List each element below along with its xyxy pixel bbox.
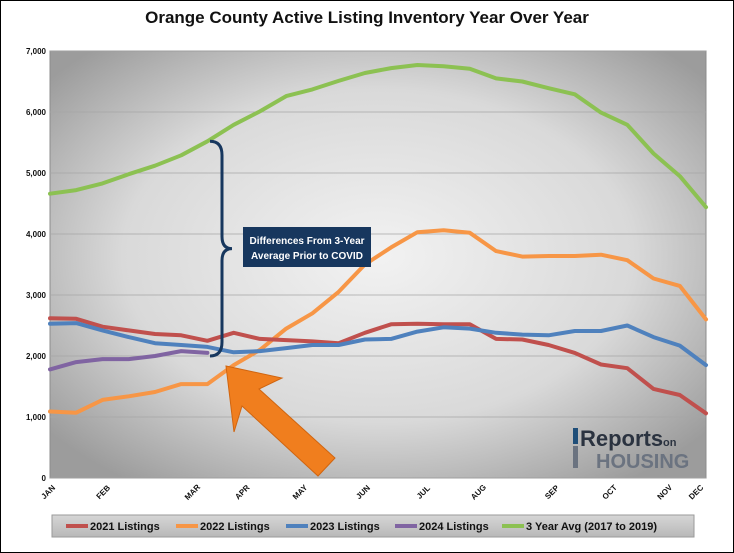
x-tick-label: SEP bbox=[543, 483, 561, 501]
x-tick-label: OCT bbox=[601, 483, 619, 501]
arrow-shape bbox=[225, 365, 336, 477]
legend-label-0: 2021 Listings bbox=[90, 521, 160, 533]
series-line-2 bbox=[48, 321, 708, 368]
x-tick-label: MAY bbox=[291, 483, 310, 502]
reports-on-housing-logo: Reports on HOUSING bbox=[573, 426, 689, 473]
series-line-0 bbox=[48, 316, 708, 416]
legend: 2021 Listings 2022 Listings 2023 Listings 2… bbox=[51, 514, 695, 538]
y-tick-label: 1,000 bbox=[26, 413, 47, 422]
series-line-1 bbox=[48, 228, 708, 415]
legend-label-3: 2024 Listings bbox=[419, 521, 489, 533]
y-tick-label: 3,000 bbox=[26, 291, 47, 300]
annotation: Differences From 3-Year Average Prior to … bbox=[209, 139, 371, 358]
logo-text-reports: Reports bbox=[580, 426, 663, 451]
y-tick-label: 4,000 bbox=[26, 230, 47, 239]
x-tick-label: NOV bbox=[656, 482, 675, 501]
y-tick-label: 2,000 bbox=[26, 352, 47, 361]
legend-label-1: 2022 Listings bbox=[200, 521, 270, 533]
chart-title: Orange County Active Listing Inventory Y… bbox=[145, 8, 589, 27]
x-axis-ticks: JAN FEB MAR APR MAY JUN JUL AUG SEP OCT NOV DEC bbox=[39, 482, 705, 501]
legend-label-4: 3 Year Avg (2017 to 2019) bbox=[526, 521, 657, 533]
logo-text-housing: HOUSING bbox=[596, 451, 689, 473]
x-tick-label: JUN bbox=[354, 483, 372, 501]
x-tick-label: FEB bbox=[94, 483, 112, 501]
x-tick-label: JAN bbox=[39, 483, 57, 501]
series-lines bbox=[48, 63, 708, 416]
x-tick-label: AUG bbox=[469, 483, 488, 502]
x-tick-label: APR bbox=[233, 483, 251, 501]
y-tick-label: 6,000 bbox=[26, 108, 47, 117]
annotation-box bbox=[243, 227, 371, 267]
legend-label-2: 2023 Listings bbox=[310, 521, 380, 533]
logo-bar-icon bbox=[573, 446, 578, 468]
x-tick-label: JUL bbox=[415, 484, 432, 501]
logo-text-on: on bbox=[663, 437, 677, 449]
annotation-line-1: Differences From 3-Year bbox=[249, 236, 364, 247]
series-line-3 bbox=[48, 349, 210, 372]
plot-background bbox=[49, 50, 707, 479]
logo-bar-icon bbox=[573, 428, 578, 444]
y-tick-label: 5,000 bbox=[26, 169, 47, 178]
y-tick-label: 7,000 bbox=[26, 47, 47, 56]
series-line-4 bbox=[48, 63, 708, 210]
x-tick-label: MAR bbox=[183, 482, 202, 501]
brace-shape bbox=[209, 139, 233, 358]
y-axis-ticks: 0 1,000 2,000 3,000 4,000 5,000 6,000 7,000 bbox=[26, 47, 47, 483]
annotation-arrow bbox=[225, 365, 336, 477]
annotation-line-2: Average Prior to COVID bbox=[251, 251, 363, 262]
x-tick-label: DEC bbox=[687, 483, 705, 501]
y-tick-label: 0 bbox=[42, 474, 47, 483]
legend-box bbox=[51, 514, 695, 538]
